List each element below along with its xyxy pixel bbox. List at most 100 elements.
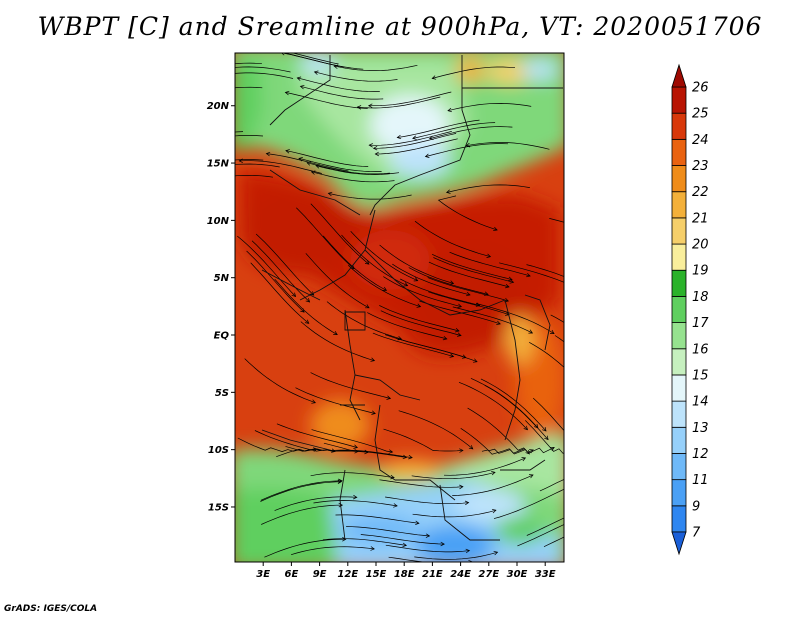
streamline	[260, 480, 342, 501]
colorbar-segment	[671, 453, 687, 481]
streamline-arrow	[333, 331, 338, 335]
streamline-arrow	[461, 354, 467, 359]
streamline	[276, 448, 359, 458]
streamline-arrow	[311, 399, 316, 404]
streamline	[285, 150, 369, 167]
colorbar-segment	[671, 86, 687, 114]
streamline	[235, 174, 274, 178]
lon-label: 27E	[478, 569, 499, 580]
streamline	[550, 314, 564, 323]
streamline-arrow	[356, 105, 362, 110]
streamline-arrow	[611, 364, 615, 368]
streamline	[255, 233, 314, 296]
colorbar-segment	[671, 191, 687, 219]
lon-label: 21E	[422, 569, 443, 580]
streamline-arrow	[353, 444, 358, 449]
streamline	[529, 341, 564, 368]
streamline	[383, 428, 463, 452]
streamline-arrow	[542, 427, 547, 432]
streamline-arrow	[447, 107, 452, 113]
colorbar-label: 12	[692, 447, 709, 462]
streamline-arrow	[525, 450, 530, 455]
streamline-arrow	[486, 253, 492, 258]
colorbar-label: 15	[692, 368, 709, 383]
streamline-arrow	[493, 226, 498, 232]
streamline-arrow	[161, 145, 165, 149]
colorbar-segment	[671, 269, 687, 297]
streamline	[383, 276, 462, 308]
lon-label: 30E	[507, 569, 528, 580]
streamline-arrow	[396, 134, 402, 140]
streamline-arrow	[449, 280, 455, 285]
streamline	[526, 517, 564, 536]
streamline-arrow	[291, 292, 297, 298]
streamline	[251, 240, 310, 303]
streamline-arrow	[364, 260, 370, 265]
streamline-arrow	[624, 243, 628, 246]
streamline	[274, 496, 357, 511]
streamline	[414, 551, 498, 560]
streamline	[467, 407, 534, 453]
streamline-arrow	[388, 449, 394, 454]
streamline	[239, 160, 322, 174]
streamline	[470, 377, 539, 429]
streamline-arrow	[459, 484, 464, 490]
streamline-arrow	[549, 329, 555, 334]
streamline	[481, 447, 555, 455]
streamline-arrow	[372, 145, 378, 151]
streamline	[373, 133, 457, 149]
streamline	[334, 64, 418, 71]
streamline	[375, 138, 458, 155]
streamline-arrow	[210, 75, 214, 79]
colorbar-segment	[671, 505, 687, 533]
streamline-arrow	[284, 90, 290, 96]
streamline	[322, 538, 407, 546]
lon-label: 12E	[337, 569, 358, 580]
streamline	[452, 474, 534, 496]
streamline-arrow	[618, 515, 622, 519]
streamline-arrow	[614, 458, 618, 462]
streamline-arrow	[408, 454, 413, 460]
streamline	[315, 165, 400, 175]
streamline-arrow	[285, 149, 290, 154]
streamline-arrow	[459, 448, 464, 453]
streamline	[466, 142, 550, 150]
streamline-arrow	[305, 297, 311, 303]
streamline	[475, 303, 555, 334]
streamline-arrow	[424, 153, 430, 158]
streamline	[419, 300, 501, 325]
streamline	[290, 546, 375, 556]
streamline	[526, 264, 564, 277]
streamline	[250, 262, 310, 324]
lon-label: 24E	[450, 569, 471, 580]
streamline-arrow	[600, 501, 604, 505]
colorbar-max-arrow	[671, 63, 687, 88]
streamline	[372, 332, 454, 357]
streamline	[310, 203, 370, 265]
colorbar-label: 7	[692, 526, 701, 541]
streamline	[400, 278, 480, 306]
streamline-arrow	[493, 550, 499, 556]
lon-label: 18E	[394, 569, 415, 580]
streamline-arrow	[304, 319, 310, 324]
colorbar-segment	[671, 479, 687, 507]
chart-title: WBPT [C] and Sreamline at 900hPa, VT: 20…	[37, 12, 763, 41]
streamline	[446, 184, 530, 193]
streamline	[384, 334, 467, 358]
colorbar-label: 11	[692, 473, 709, 488]
streamline-arrow	[523, 425, 529, 431]
streamline-arrow	[465, 548, 471, 554]
lat-label: EQ	[214, 331, 230, 342]
streamline	[237, 235, 296, 297]
streamline	[350, 230, 418, 282]
streamline	[310, 372, 391, 399]
streamline-arrow	[180, 144, 184, 148]
streamline	[428, 291, 510, 316]
colorbar-label: 13	[692, 421, 709, 436]
streamline	[291, 53, 339, 65]
streamline	[260, 481, 342, 502]
colorbar-label: 14	[692, 395, 709, 410]
lon-label: 15E	[366, 569, 387, 580]
streamline	[235, 163, 280, 168]
